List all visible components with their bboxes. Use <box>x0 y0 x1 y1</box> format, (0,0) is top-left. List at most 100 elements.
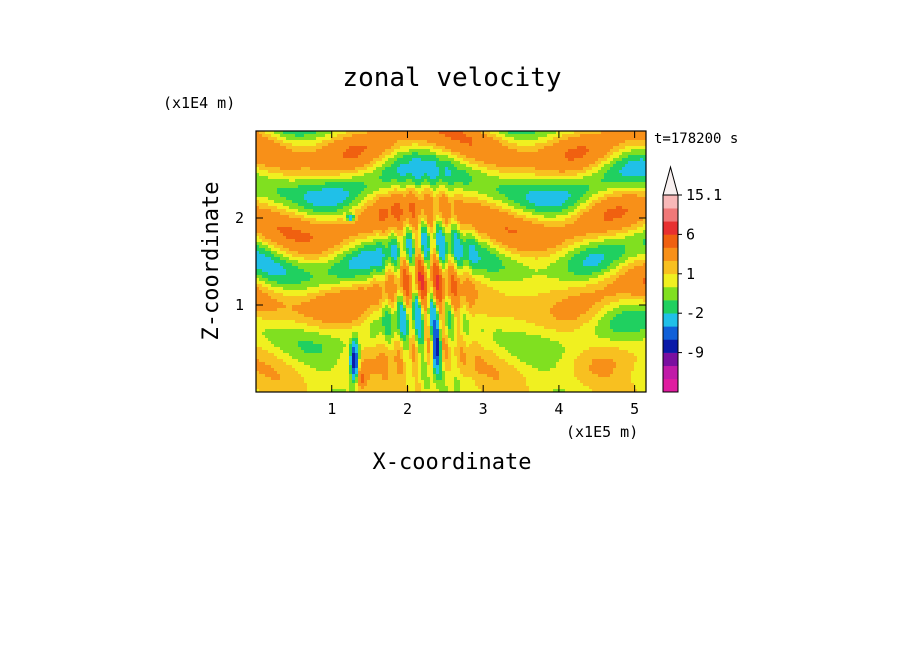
field-cell <box>376 215 380 219</box>
field-cell <box>265 167 269 171</box>
field-cell <box>271 236 275 240</box>
field-cell <box>628 134 632 138</box>
field-cell <box>277 245 281 249</box>
field-cell <box>280 221 284 225</box>
field-cell <box>499 170 503 174</box>
field-cell <box>481 206 485 210</box>
field-cell <box>469 197 473 201</box>
field-cell <box>463 158 467 162</box>
field-cell <box>394 173 398 177</box>
field-cell <box>538 137 542 141</box>
field-cell <box>307 212 311 216</box>
field-cell <box>406 188 410 192</box>
field-cell <box>598 197 602 201</box>
field-cell <box>538 200 542 204</box>
field-cell <box>259 134 263 138</box>
field-cell <box>448 185 452 189</box>
field-cell <box>451 176 455 180</box>
field-cell <box>433 239 437 243</box>
field-cell <box>286 143 290 147</box>
field-cell <box>331 233 335 237</box>
field-cell <box>439 221 443 225</box>
field-cell <box>619 242 623 246</box>
field-cell <box>592 143 596 147</box>
field-cell <box>610 191 614 195</box>
field-cell <box>478 170 482 174</box>
field-cell <box>469 224 473 228</box>
field-cell <box>337 191 341 195</box>
field-cell <box>526 236 530 240</box>
field-cell <box>493 158 497 162</box>
field-cell <box>490 209 494 213</box>
field-cell <box>280 176 284 180</box>
field-cell <box>445 227 449 231</box>
field-cell <box>472 221 476 225</box>
field-cell <box>484 200 488 204</box>
field-cell <box>397 203 401 207</box>
field-cell <box>451 161 455 165</box>
field-cell <box>394 149 398 153</box>
field-cell <box>604 167 608 171</box>
field-cell <box>616 176 620 180</box>
field-cell <box>511 212 515 216</box>
field-cell <box>463 203 467 207</box>
field-cell <box>391 236 395 240</box>
field-cell <box>304 242 308 246</box>
field-cell <box>568 131 572 135</box>
field-cell <box>556 149 560 153</box>
field-cell <box>295 131 299 135</box>
field-cell <box>505 233 509 237</box>
field-cell <box>301 209 305 213</box>
field-cell <box>430 212 434 216</box>
field-cell <box>427 209 431 213</box>
field-cell <box>625 185 629 189</box>
field-cell <box>595 200 599 204</box>
field-cell <box>487 191 491 195</box>
field-cell <box>481 215 485 219</box>
field-cell <box>433 224 437 228</box>
field-cell <box>589 191 593 195</box>
field-cell <box>325 164 329 168</box>
field-cell <box>343 176 347 180</box>
field-cell <box>628 182 632 186</box>
field-cell <box>448 227 452 231</box>
field-cell <box>265 179 269 183</box>
field-cell <box>322 212 326 216</box>
field-cell <box>433 230 437 234</box>
field-cell <box>484 191 488 195</box>
field-cell <box>586 203 590 207</box>
field-cell <box>631 170 635 174</box>
field-cell <box>307 197 311 201</box>
field-cell <box>439 188 443 192</box>
field-cell <box>421 134 425 138</box>
field-cell <box>637 203 641 207</box>
field-cell <box>343 218 347 222</box>
field-cell <box>625 146 629 150</box>
field-cell <box>403 179 407 183</box>
field-cell <box>583 221 587 225</box>
field-cell <box>418 227 422 231</box>
field-cell <box>490 197 494 201</box>
field-cell <box>346 233 350 237</box>
field-cell <box>262 149 266 153</box>
field-cell <box>295 206 299 210</box>
field-cell <box>532 143 536 147</box>
field-cell <box>421 140 425 144</box>
field-cell <box>562 131 566 135</box>
field-cell <box>382 185 386 189</box>
field-cell <box>520 164 524 168</box>
field-cell <box>259 176 263 180</box>
field-cell <box>508 143 512 147</box>
field-cell <box>316 176 320 180</box>
field-cell <box>400 230 404 234</box>
field-cell <box>487 164 491 168</box>
field-cell <box>397 152 401 156</box>
field-cell <box>499 212 503 216</box>
field-cell <box>259 161 263 165</box>
field-cell <box>337 188 341 192</box>
field-cell <box>550 233 554 237</box>
field-cell <box>256 167 260 171</box>
field-cell <box>271 203 275 207</box>
field-cell <box>304 218 308 222</box>
field-cell <box>265 149 269 153</box>
